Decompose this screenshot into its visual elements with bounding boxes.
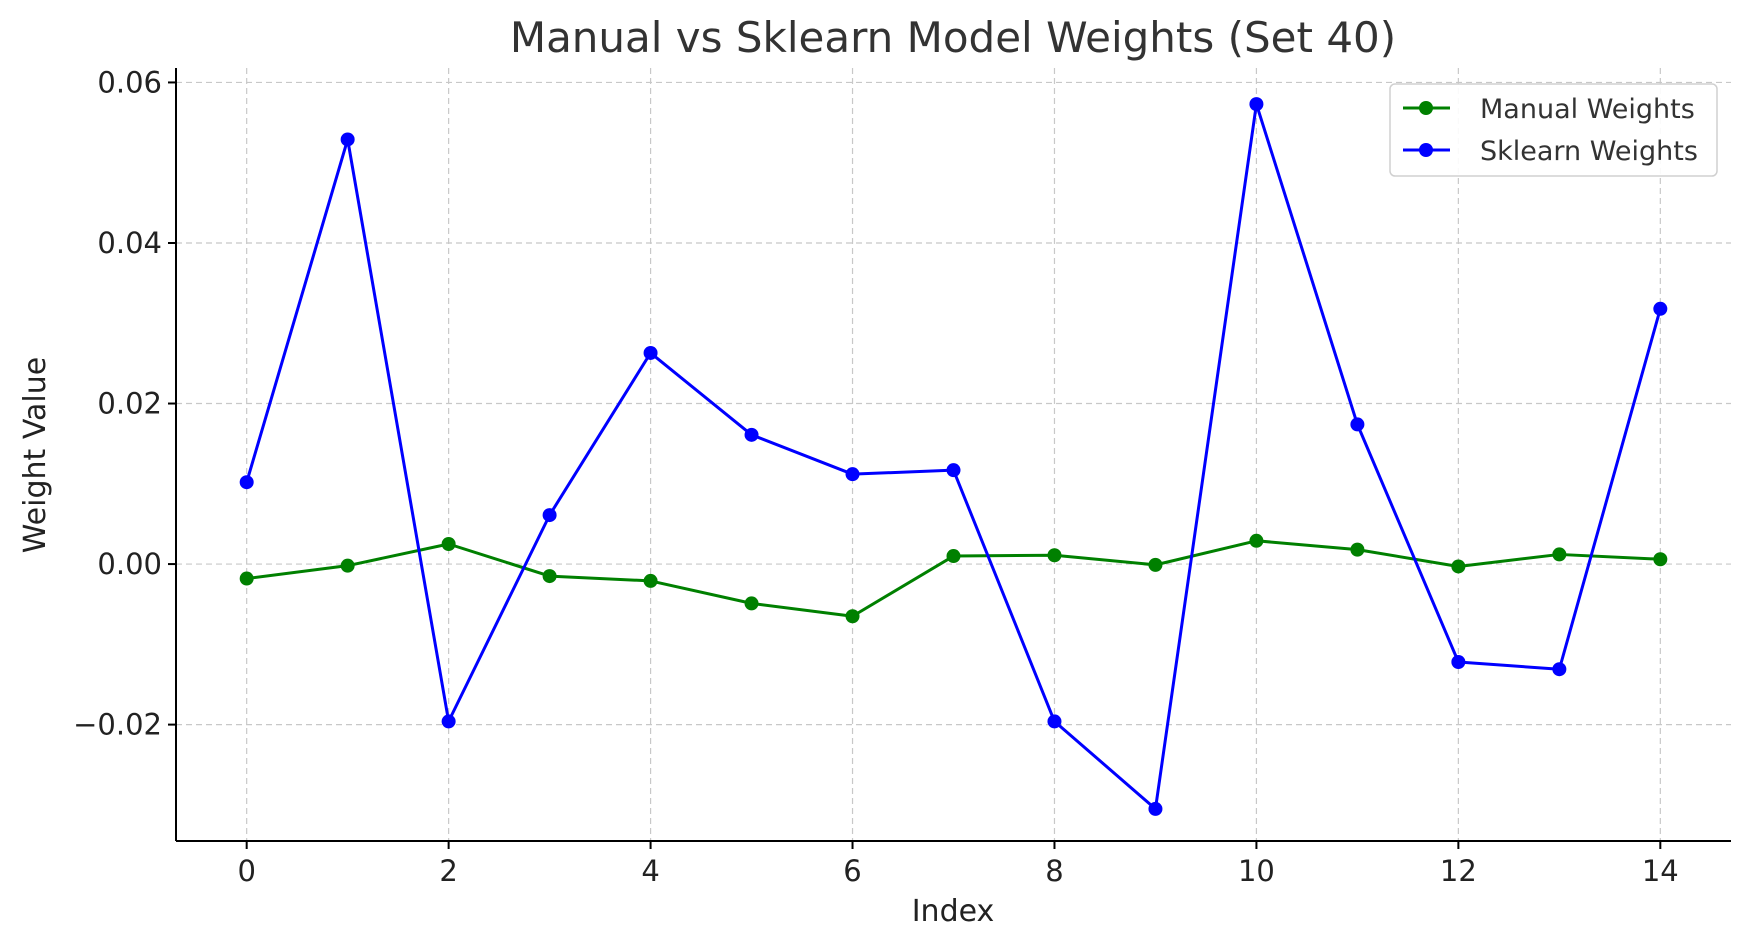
- data-point-sklearn: [946, 463, 961, 478]
- data-point-sklearn: [1249, 97, 1264, 112]
- data-point-manual: [1047, 548, 1062, 563]
- legend: Manual Weights Sklearn Weights: [1389, 83, 1718, 177]
- data-point-sklearn: [1047, 714, 1062, 729]
- x-tick-label: 4: [641, 854, 659, 888]
- data-point-manual: [340, 558, 355, 573]
- data-point-manual: [946, 549, 961, 564]
- x-tick-label: 12: [1440, 854, 1477, 888]
- legend-label-manual: Manual Weights: [1480, 94, 1695, 125]
- data-point-sklearn: [1350, 417, 1365, 432]
- series-line-sklearn: [245, 102, 1662, 811]
- y-tick-label: 0.02: [97, 387, 162, 421]
- data-point-sklearn: [1653, 301, 1668, 316]
- x-tick-label: 10: [1238, 854, 1275, 888]
- ticks: 0 2 4 6 8 10 12 14 −0.02 0.00 0.02 0.04 0.06: [73, 65, 1679, 888]
- data-point-manual: [1552, 547, 1567, 562]
- x-tick-label: 2: [439, 854, 457, 888]
- y-axis-label: Weight Value: [18, 357, 53, 553]
- data-point-sklearn: [1148, 801, 1163, 816]
- series-manual: [239, 533, 1668, 624]
- data-point-sklearn: [643, 345, 658, 360]
- legend-box: [1389, 83, 1718, 177]
- legend-marker-sklearn: [1419, 143, 1433, 157]
- x-tick-label: 14: [1642, 854, 1679, 888]
- data-point-manual: [239, 571, 254, 586]
- data-point-sklearn: [441, 714, 456, 729]
- y-tick-label: −0.02: [73, 708, 162, 742]
- data-point-manual: [1148, 557, 1163, 572]
- series-sklearn: [239, 97, 1668, 816]
- x-tick-label: 0: [237, 854, 255, 888]
- y-tick-label: 0.00: [97, 547, 162, 581]
- data-point-manual: [441, 537, 456, 552]
- data-point-sklearn: [744, 427, 759, 442]
- data-point-manual: [542, 569, 557, 584]
- data-point-manual: [744, 596, 759, 611]
- data-point-sklearn: [340, 132, 355, 147]
- data-point-manual: [1451, 559, 1466, 574]
- data-point-sklearn: [1451, 654, 1466, 669]
- x-tick-label: 6: [843, 854, 861, 888]
- axes: [175, 68, 1731, 842]
- data-point-manual: [643, 573, 658, 588]
- legend-label-sklearn: Sklearn Weights: [1480, 136, 1698, 167]
- data-point-sklearn: [542, 508, 557, 523]
- data-point-sklearn: [239, 475, 254, 490]
- data-point-manual: [1350, 542, 1365, 557]
- data-point-manual: [1249, 533, 1264, 548]
- y-tick-label: 0.04: [97, 226, 162, 260]
- x-axis-label: Index: [912, 894, 995, 929]
- grid: [176, 68, 1731, 841]
- data-point-manual: [1653, 552, 1668, 567]
- data-point-manual: [845, 609, 860, 624]
- legend-marker-manual: [1419, 101, 1433, 115]
- series: [239, 97, 1668, 816]
- data-point-sklearn: [1552, 662, 1567, 677]
- chart-title: Manual vs Sklearn Model Weights (Set 40): [510, 13, 1396, 62]
- x-tick-label: 8: [1045, 854, 1063, 888]
- y-tick-label: 0.06: [97, 65, 162, 99]
- data-point-sklearn: [845, 467, 860, 482]
